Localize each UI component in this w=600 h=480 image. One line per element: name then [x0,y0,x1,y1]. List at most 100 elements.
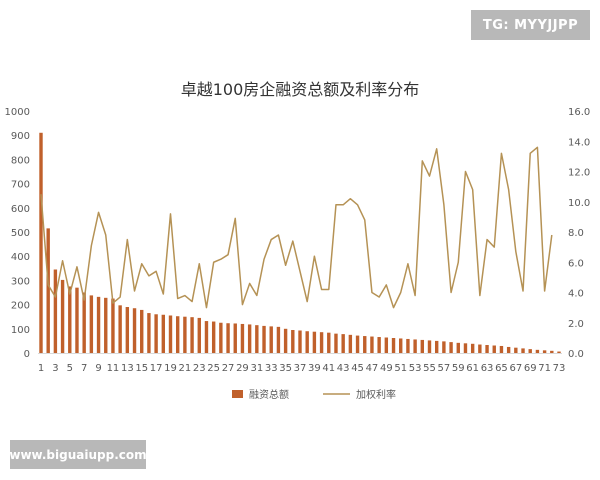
y-right-tick-label: 10.0 [568,198,590,209]
bar [348,334,353,353]
watermark-bottom-badge: www.biguaiupp.com [9,440,147,469]
x-tick-label: 29 [236,363,249,374]
x-tick-label: 11 [107,363,120,374]
x-tick-label: 33 [265,363,278,374]
x-tick-label: 31 [250,363,263,374]
bar [514,347,518,353]
bar [75,287,79,353]
y-right-tick-label: 16.0 [568,107,590,118]
y-left-tick-label: 300 [11,276,30,287]
bar [355,335,360,353]
bar [175,316,180,353]
rate-line [40,146,553,309]
x-tick-label: 3 [52,363,58,374]
bar [391,338,396,353]
bar [456,342,460,353]
bar [111,298,115,353]
bar [240,323,245,353]
x-tick-label: 69 [524,363,537,374]
bar [291,330,295,353]
y-right-tick-label: 0.0 [568,349,584,360]
x-tick-label: 59 [452,363,465,374]
bar [319,332,324,353]
bar [276,326,281,353]
bar [399,338,403,353]
x-tick-label: 53 [409,363,422,374]
bar [485,345,489,353]
bar [442,341,446,353]
bar [197,317,201,353]
bar [363,336,367,353]
legend-line-label: 加权利率 [356,388,396,401]
bar [219,322,223,353]
bar [82,292,86,353]
bar [96,296,101,353]
y-left-tick-label: 800 [11,155,30,166]
x-tick-label: 57 [438,363,451,374]
bar [427,340,432,353]
bar [478,344,482,353]
bar [262,325,266,353]
bar [413,339,417,353]
bar [550,350,554,353]
bar [377,337,381,353]
x-tick-label: 67 [509,363,522,374]
chart-title: 卓越100房企融资总额及利率分布 [181,80,420,99]
y-left-tick-label: 200 [11,301,30,312]
bar [204,321,209,353]
y-left-tick-label: 500 [11,228,30,239]
bar [118,305,122,353]
y-left-tick-label: 400 [11,252,30,263]
bar [557,351,561,353]
bar [211,321,216,353]
y-left-tick-label: 100 [11,325,30,336]
x-tick-label: 35 [279,363,292,374]
bar [327,332,331,353]
y-left-tick-label: 900 [11,131,30,142]
x-tick-label: 49 [380,363,393,374]
bar [492,345,496,353]
x-tick-label: 73 [553,363,566,374]
bar [528,349,532,353]
y-right-tick-label: 2.0 [568,319,584,330]
y-right-tick-label: 8.0 [568,228,584,239]
y-left-tick-label: 600 [11,204,30,215]
x-tick-label: 9 [95,363,101,374]
legend-bar-label: 融资总额 [249,388,289,401]
bar [434,340,439,353]
bar [68,286,72,353]
bar [370,336,374,353]
x-tick-label: 55 [423,363,436,374]
x-tick-label: 43 [337,363,350,374]
bar [39,132,43,353]
bar [384,337,389,353]
y-right-tick-label: 6.0 [568,258,584,269]
bar [233,323,237,353]
x-tick-label: 7 [81,363,87,374]
x-tick-label: 25 [207,363,220,374]
bar [255,325,259,353]
x-tick-label: 65 [495,363,508,374]
bar [247,324,252,353]
bar [535,349,540,353]
legend-bar-swatch [232,390,243,398]
bar [334,333,338,353]
x-tick-label: 39 [308,363,321,374]
bar [283,328,288,353]
bar [104,297,108,353]
bar [89,295,94,353]
x-tick-label: 19 [164,363,177,374]
bar [449,342,453,353]
bar [53,269,58,353]
bar [147,313,151,353]
watermark-top-badge: TG: MYYJJPP [471,10,590,40]
bar [499,345,504,353]
bar [190,317,194,353]
bar [298,330,302,353]
x-tick-label: 15 [135,363,148,374]
x-tick-label: 45 [351,363,364,374]
x-tick-label: 71 [538,363,551,374]
bar [46,228,50,353]
bar [269,326,273,353]
